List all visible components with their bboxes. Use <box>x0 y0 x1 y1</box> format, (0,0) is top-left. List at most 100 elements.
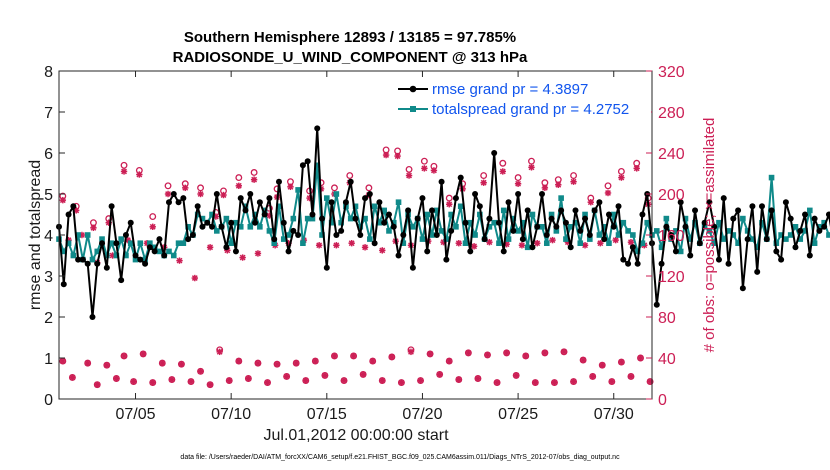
spread-point <box>443 236 450 242</box>
rmse-point <box>165 199 172 206</box>
obs-assimilated-marker <box>551 379 558 386</box>
spread-point <box>276 203 282 210</box>
spread-point <box>247 224 254 230</box>
rmse-point <box>495 219 502 226</box>
spread-point <box>457 203 464 210</box>
obs-possible-marker <box>570 172 578 179</box>
spread-point <box>453 224 459 230</box>
rmse-point <box>132 252 139 259</box>
obs-assimilated-marker <box>84 359 91 367</box>
spread-point <box>510 215 517 222</box>
obs-assimilated-marker <box>528 164 535 171</box>
spread-point <box>735 240 741 246</box>
spread-point <box>725 228 732 234</box>
rmse-point <box>103 264 110 271</box>
spread-point <box>94 248 101 255</box>
rmse-point <box>381 219 388 226</box>
obs-assimilated-marker <box>555 181 562 188</box>
spread-point <box>816 224 823 230</box>
rmse-point <box>567 244 574 251</box>
obs-assimilated-marker <box>149 379 156 386</box>
rmse-point <box>395 252 402 259</box>
y-tick-label: 8 <box>44 64 53 81</box>
obs-assimilated-marker <box>455 376 462 383</box>
rmse-point <box>189 232 196 238</box>
rmse-point <box>462 219 469 226</box>
rmse-point <box>371 240 378 247</box>
obs-assimilated-marker <box>446 201 453 208</box>
spread-point <box>228 240 234 246</box>
obs-assimilated-marker <box>321 372 329 379</box>
spread-point <box>663 215 670 222</box>
obs-possible-marker <box>420 157 428 165</box>
rmse-point <box>778 256 785 263</box>
rmse-point <box>816 227 823 234</box>
spread-point <box>324 195 330 201</box>
spread-point <box>127 240 134 246</box>
spread-point <box>505 236 512 242</box>
obs-assimilated-marker <box>541 184 549 192</box>
obs-assimilated-marker <box>394 152 401 160</box>
rmse-point <box>677 199 684 206</box>
rmse-point <box>687 252 694 259</box>
obs-assimilated-marker <box>480 179 487 186</box>
rmse-point <box>448 227 455 234</box>
rmse-point <box>319 215 326 222</box>
obs-assimilated-marker <box>446 357 453 365</box>
obs-assimilated-marker <box>361 244 369 251</box>
obs-possible-marker <box>480 172 488 179</box>
spread-point <box>400 240 407 246</box>
obs-assimilated-marker <box>627 373 635 380</box>
y-axis-label: rmse and totalspread <box>27 160 44 310</box>
chart-subtitle: RADIOSONDE_U_WIND_COMPONENT @ 313 hPa <box>173 49 528 66</box>
spread-point <box>529 211 536 218</box>
obs-assimilated-marker <box>149 223 156 230</box>
rmse-point <box>596 199 603 206</box>
spread-point <box>266 228 273 234</box>
spread-point <box>601 224 607 230</box>
rmse-point <box>725 260 732 267</box>
y2-tick-label: 80 <box>658 310 676 327</box>
rmse-point <box>639 211 646 218</box>
obs-assimilated-marker <box>618 358 625 366</box>
spread-point <box>233 219 239 226</box>
obs-assimilated-marker <box>94 381 101 388</box>
rmse-point <box>543 232 550 238</box>
obs-possible-marker <box>331 184 338 192</box>
obs-assimilated-marker <box>618 174 625 181</box>
obs-assimilated-marker <box>120 168 128 175</box>
rmse-point <box>252 219 259 226</box>
rmse-point <box>615 203 622 210</box>
rmse-point <box>711 223 718 230</box>
spread-point <box>419 236 426 242</box>
rmse-series <box>56 125 830 320</box>
spread-point <box>309 215 316 222</box>
obs-assimilated-marker <box>421 165 428 172</box>
obs-possible-marker <box>197 184 205 192</box>
rmse-point <box>811 215 818 222</box>
spread-point <box>376 219 383 226</box>
rmse-point <box>472 191 479 197</box>
rmse-point <box>357 232 364 238</box>
y-tick-label: 4 <box>44 228 53 245</box>
obs-assimilated-marker <box>302 377 309 384</box>
rmse-point <box>127 219 134 226</box>
spread-point <box>438 228 445 234</box>
y-tick-label: 0 <box>44 392 53 409</box>
rmse-point <box>342 199 349 206</box>
obs-assimilated-marker <box>331 352 338 360</box>
obs-assimilated-marker <box>206 244 214 251</box>
rmse-point <box>792 244 799 251</box>
spread-point <box>209 211 215 218</box>
legend-rmse-label: rmse grand pr = 4.3897 <box>432 81 588 98</box>
spread-point <box>433 207 440 214</box>
spread-point <box>706 228 713 234</box>
rmse-point <box>323 264 330 271</box>
spread-point <box>553 228 560 234</box>
spread-point <box>486 224 493 230</box>
obs-assimilated-marker <box>254 250 262 257</box>
obs-possible-marker <box>365 184 373 192</box>
rmse-point <box>562 219 569 226</box>
obs-possible-marker <box>499 159 507 167</box>
